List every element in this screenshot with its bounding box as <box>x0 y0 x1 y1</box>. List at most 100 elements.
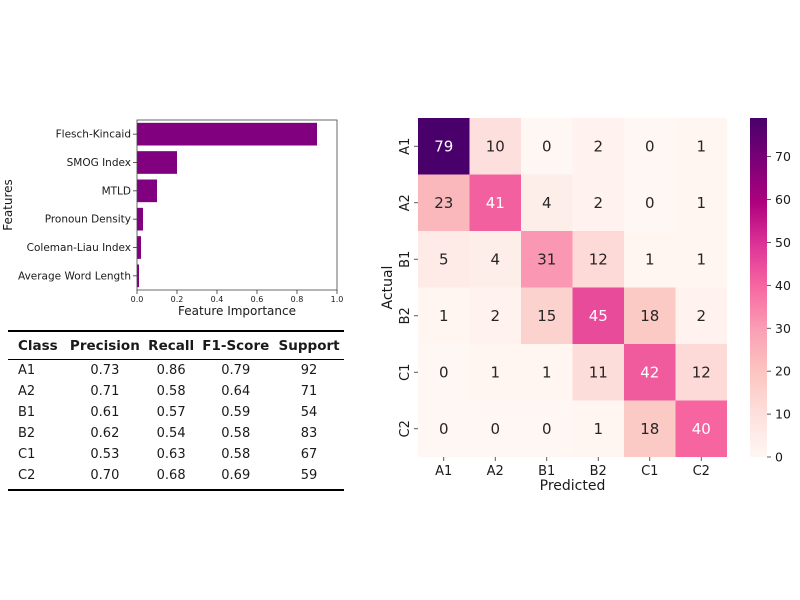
header-support: Support <box>274 330 344 360</box>
heatmap-cell <box>572 400 624 457</box>
colorbar-tick-label: 40 <box>775 278 791 293</box>
x-tick-label: 0.4 <box>211 295 224 304</box>
cell-value: 2 <box>696 307 706 325</box>
heatmap-cell <box>469 174 521 231</box>
header-precision: Precision <box>64 330 145 360</box>
cell-support: 92 <box>300 363 318 378</box>
x-tick-label: B1 <box>538 464 555 479</box>
heatmap-cell <box>521 287 573 344</box>
y-axis-label: Actual <box>380 266 396 310</box>
cell-recall: 0.86 <box>156 363 186 378</box>
heatmap-cell <box>521 231 573 288</box>
cell-value: 15 <box>537 307 556 325</box>
cell-value: 31 <box>537 250 556 268</box>
bar <box>137 264 139 288</box>
cell-value: 0 <box>542 137 552 155</box>
header-recall: Recall <box>144 330 198 360</box>
cell-class: A1 <box>18 363 36 378</box>
heatmap-cell <box>624 231 676 288</box>
cell-value: 79 <box>434 137 453 155</box>
y-tick-label: MTLD <box>102 185 131 197</box>
heatmap-cell <box>675 287 727 344</box>
heatmap-cell <box>418 400 470 457</box>
cell-value: 1 <box>696 137 706 155</box>
cell-value: 0 <box>490 420 500 438</box>
x-tick-label: A1 <box>435 464 452 479</box>
heatmap-cell <box>469 231 521 288</box>
y-tick-label: Coleman-Liau Index <box>27 242 131 254</box>
cell-class: A2 <box>18 384 36 399</box>
heatmap-cell <box>521 174 573 231</box>
colorbar-tick-label: 70 <box>775 149 791 164</box>
bar <box>137 151 177 174</box>
cell-value: 5 <box>439 250 449 268</box>
heatmap-cell <box>624 174 676 231</box>
colorbar-tick-label: 10 <box>775 407 791 422</box>
cell-support: 83 <box>300 426 318 441</box>
cell-f1-score: 0.59 <box>221 405 251 420</box>
heatmap-cell <box>675 231 727 288</box>
x-tick-label: 1.0 <box>331 295 344 304</box>
cell-value: 45 <box>589 307 608 325</box>
y-tick-label: C2 <box>398 420 413 437</box>
y-tick-label: SMOG Index <box>67 157 131 169</box>
cell-value: 1 <box>439 307 449 325</box>
cell-recall: 0.68 <box>144 465 198 491</box>
heatmap-cell <box>624 287 676 344</box>
bar <box>137 207 143 231</box>
cell-value: 18 <box>640 420 659 438</box>
y-tick-label: B1 <box>398 251 413 268</box>
heatmap-cell <box>469 118 521 175</box>
heatmap-cell <box>521 344 573 401</box>
cell-precision: 0.53 <box>90 447 120 462</box>
feature-importance-chart: Flesch-Kincaid SMOG Index MTLD Pronoun Dens… <box>1 119 344 318</box>
classification-metrics-table: Class Precision Recall F1-Score Support … <box>8 330 344 491</box>
cell-value: 1 <box>490 363 500 381</box>
colorbar-tick-label: 60 <box>775 192 791 207</box>
colorbar-tick-label: 20 <box>775 364 791 379</box>
confusion-matrix-chart: 79 10 0 2 0 123 41 4 2 0 15 4 31 12 1 11 2 15 45 18 20 1 1 11 42… <box>380 118 791 494</box>
cell-value: 1 <box>645 250 655 268</box>
cell-precision: 0.73 <box>90 363 120 378</box>
colorbar <box>750 118 767 457</box>
table-row: B1 0.61 0.57 0.59 54 <box>8 402 344 423</box>
heatmap-cell <box>624 400 676 457</box>
y-tick-label: A1 <box>398 138 413 155</box>
header-class: Class <box>8 330 65 360</box>
cell-value: 40 <box>692 420 711 438</box>
cell-value: 2 <box>593 194 603 212</box>
cell-f1-score: 0.58 <box>221 447 251 462</box>
y-tick-label: Pronoun Density <box>45 214 131 226</box>
cell-value: 11 <box>589 363 608 381</box>
cell-support: 67 <box>300 447 318 462</box>
x-tick-label: 0.6 <box>251 295 264 304</box>
cell-value: 10 <box>486 137 505 155</box>
heatmap-cell <box>675 344 727 401</box>
heatmap-cell <box>469 400 521 457</box>
heatmap-cell <box>418 118 470 175</box>
bar <box>137 236 141 259</box>
cell-precision: 0.71 <box>90 384 120 399</box>
heatmap-cell <box>675 400 727 457</box>
heatmap-cell <box>572 231 624 288</box>
y-axis-label: Features <box>1 179 15 231</box>
cell-support: 59 <box>274 465 344 491</box>
heatmap-cell <box>418 174 470 231</box>
y-tick-label: C1 <box>398 364 413 381</box>
cell-value: 0 <box>439 363 449 381</box>
cell-support: 71 <box>300 384 318 399</box>
x-tick-label: 0.8 <box>291 295 304 304</box>
heatmap-cell <box>675 118 727 175</box>
cell-class: B2 <box>18 426 36 441</box>
cell-value: 0 <box>542 420 552 438</box>
table-header-row: Class Precision Recall F1-Score Support <box>8 330 344 360</box>
cell-value: 4 <box>542 194 552 212</box>
heatmap-cell <box>418 344 470 401</box>
y-tick-label: Average Word Length <box>18 270 131 282</box>
cell-value: 1 <box>696 250 706 268</box>
x-tick-label: 0.2 <box>171 295 184 304</box>
y-tick-label: B2 <box>398 307 413 324</box>
bar <box>137 179 157 203</box>
table-row: C2 0.70 0.68 0.69 59 <box>8 465 344 491</box>
cell-value: 18 <box>640 307 659 325</box>
